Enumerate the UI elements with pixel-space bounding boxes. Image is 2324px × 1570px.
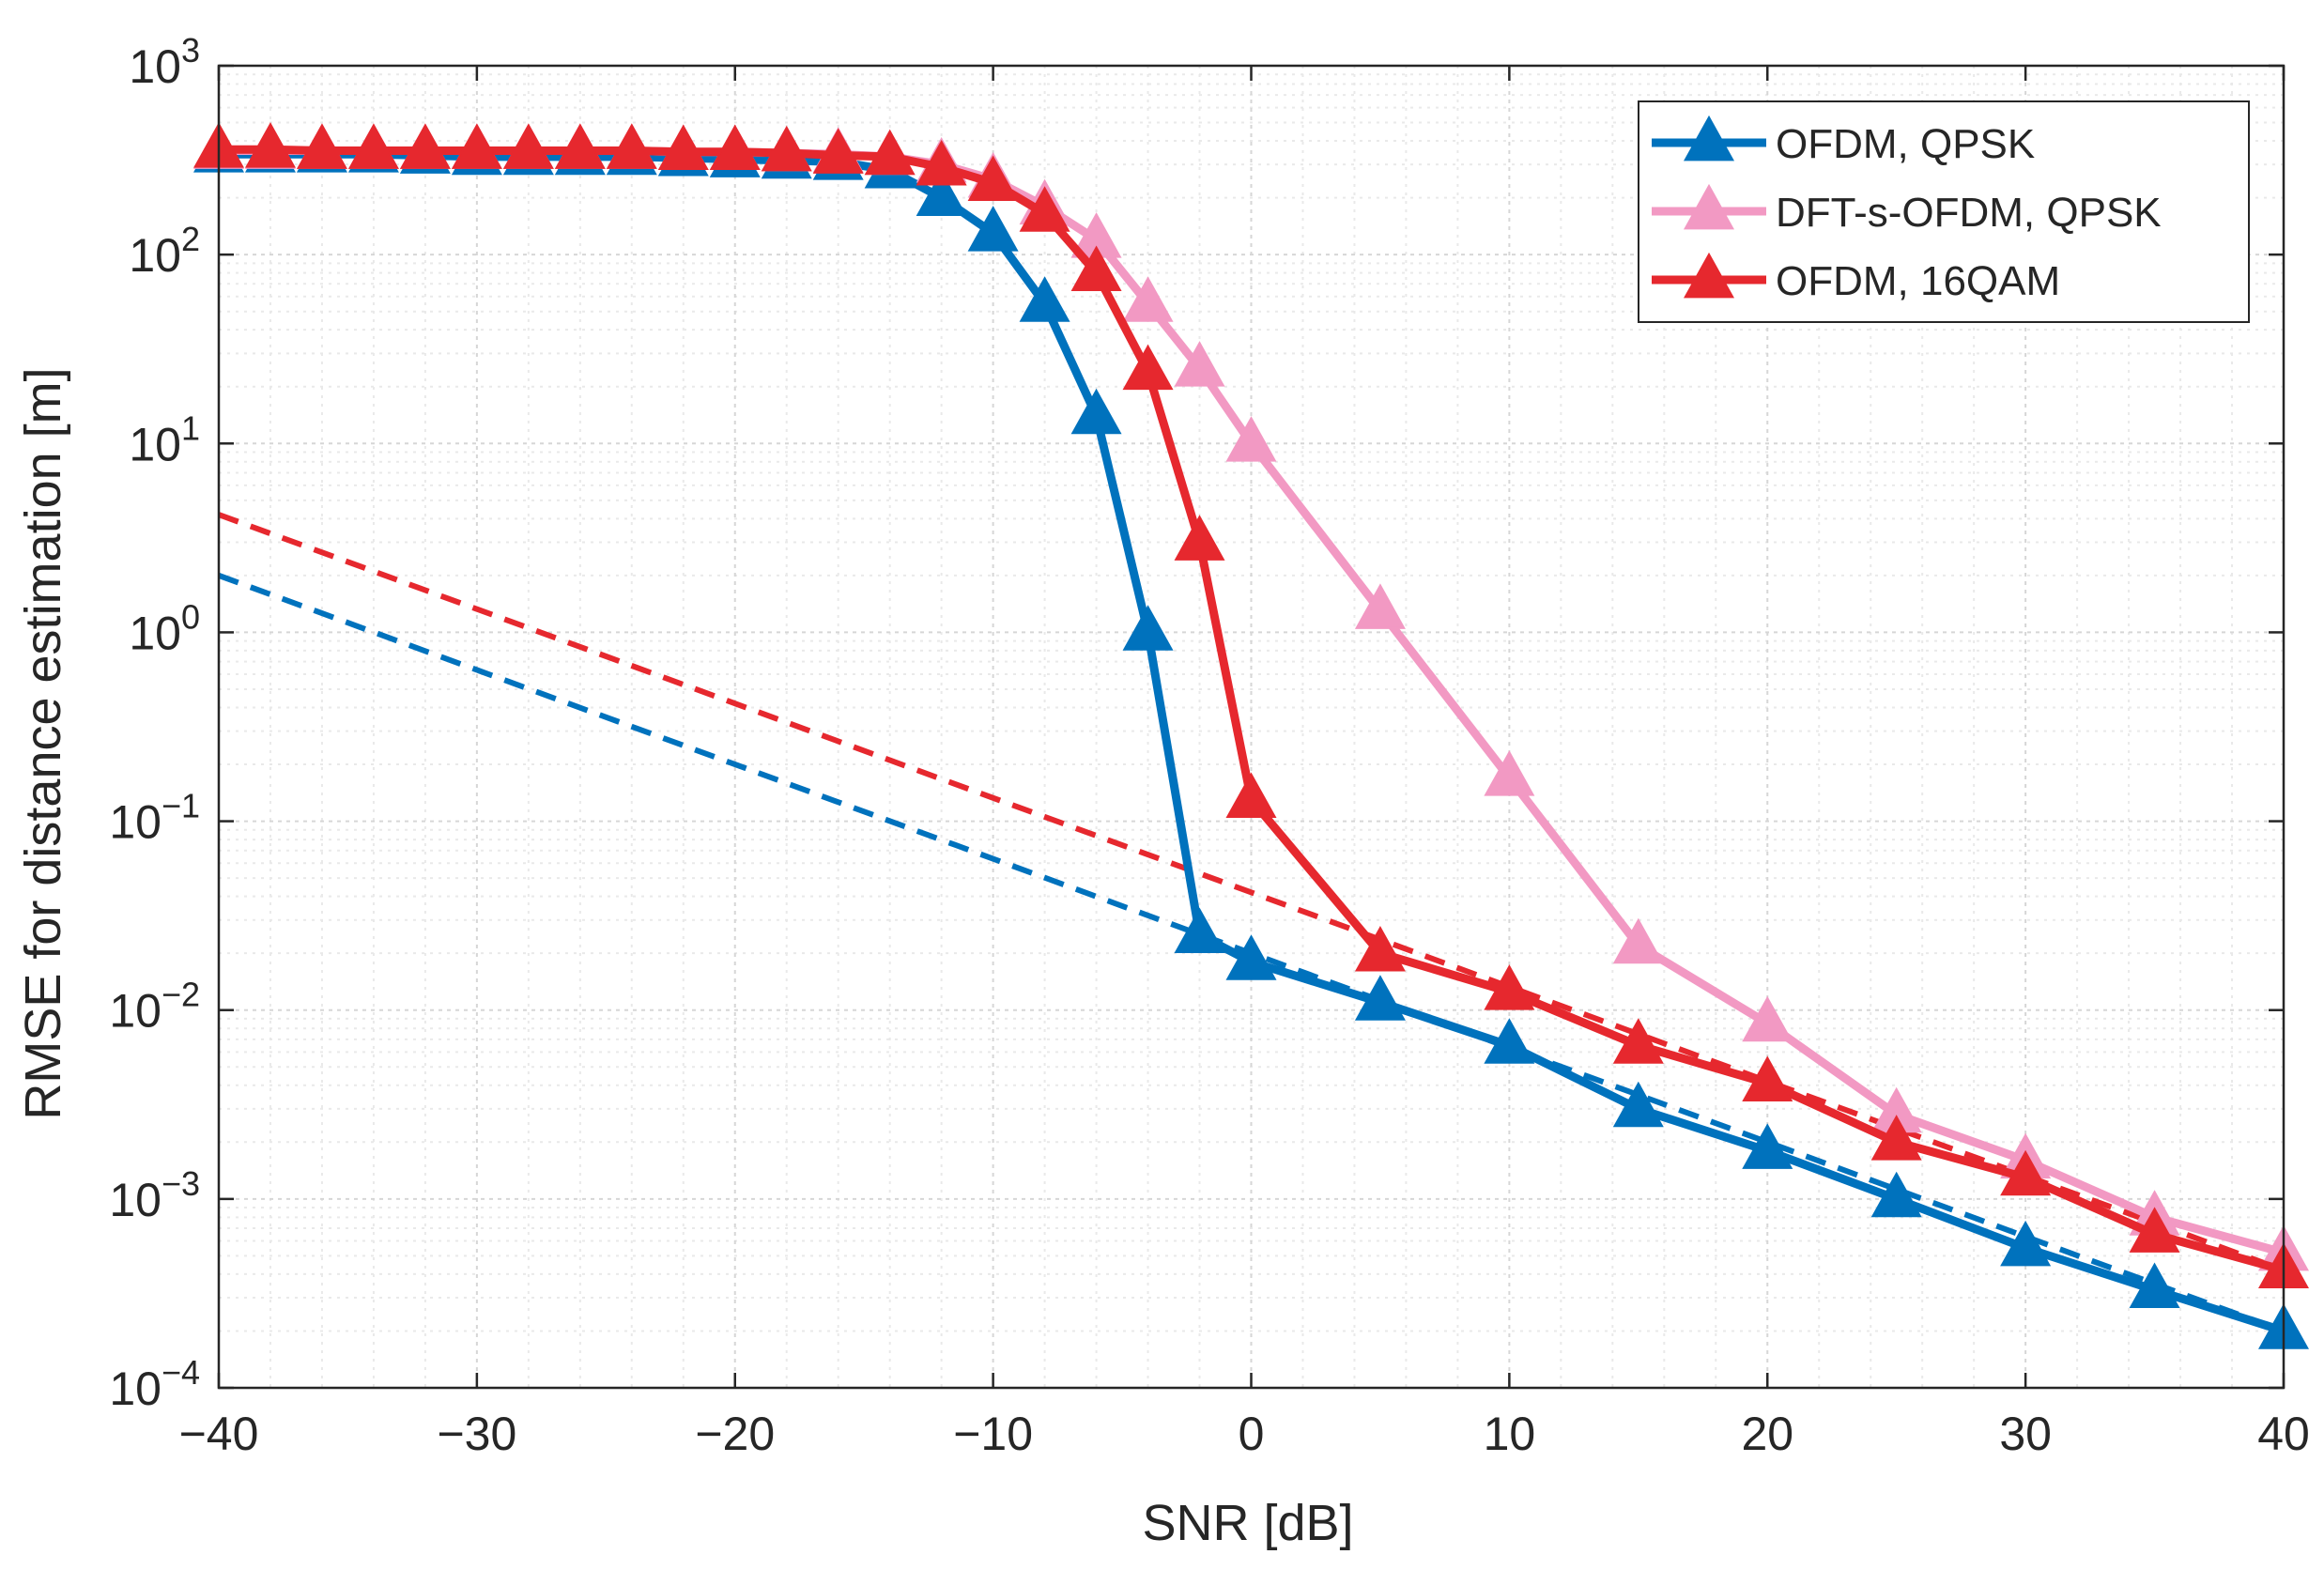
data-point-marker xyxy=(1122,344,1174,391)
data-point-marker xyxy=(1354,926,1406,972)
data-point-marker xyxy=(2129,1262,2180,1309)
x-axis-title: SNR [dB] xyxy=(1142,1495,1353,1551)
x-tick-label: 40 xyxy=(2257,1408,2310,1460)
data-point-marker xyxy=(1354,975,1406,1021)
data-point-marker xyxy=(1612,917,1664,964)
data-point-marker xyxy=(1019,186,1070,232)
data-point-marker xyxy=(1870,1115,1922,1161)
x-tick-label: 30 xyxy=(1999,1408,2052,1460)
data-point-marker xyxy=(967,206,1019,252)
data-point-marker xyxy=(1070,388,1122,435)
plot-series xyxy=(192,122,2310,1349)
data-point-marker xyxy=(451,123,502,169)
y-tick-label: 100 xyxy=(129,597,200,659)
data-point-marker xyxy=(554,123,606,169)
data-point-marker xyxy=(1484,964,1535,1010)
data-point-marker xyxy=(1174,341,1225,387)
legend-label: OFDM, QPSK xyxy=(1776,121,2035,167)
y-tick-label: 10−4 xyxy=(109,1353,200,1415)
data-point-marker xyxy=(1612,1081,1664,1128)
data-point-marker xyxy=(1019,276,1070,322)
data-point-marker xyxy=(1612,1018,1664,1064)
x-tick-label: 20 xyxy=(1741,1408,1793,1460)
data-point-marker xyxy=(2000,1220,2052,1267)
x-tick-label: −20 xyxy=(695,1408,775,1460)
data-point-marker xyxy=(2000,1149,2052,1196)
data-point-marker xyxy=(709,124,761,171)
data-point-marker xyxy=(606,123,657,169)
y-axis-title: RMSE for distance estimation [m] xyxy=(15,367,71,1119)
legend-marker xyxy=(1683,115,1735,162)
legend: OFDM, QPSK DFT-s-OFDM, QPSK OFDM, 16QAM xyxy=(1638,100,2250,323)
legend-marker xyxy=(1683,252,1735,299)
y-tick-label: 103 xyxy=(129,31,200,93)
data-point-marker xyxy=(864,129,916,176)
legend-label: DFT-s-OFDM, QPSK xyxy=(1776,190,2162,236)
axes xyxy=(217,64,2286,1390)
y-tick-label: 101 xyxy=(129,408,200,470)
data-point-marker xyxy=(1122,605,1174,651)
data-point-marker xyxy=(1225,934,1277,980)
legend-label: OFDM, 16QAM xyxy=(1776,258,2060,304)
data-point-marker xyxy=(1484,1018,1535,1064)
data-point-marker xyxy=(761,125,812,172)
data-point-marker xyxy=(812,128,864,174)
x-tick-label: −40 xyxy=(179,1408,259,1460)
y-tick-label: 102 xyxy=(129,220,200,282)
data-point-marker xyxy=(1870,1171,1922,1218)
series-line xyxy=(217,512,2286,1273)
data-point-marker xyxy=(1484,750,1535,796)
data-point-marker xyxy=(1122,276,1174,322)
data-point-marker xyxy=(967,155,1019,202)
x-tick-label: 10 xyxy=(1484,1408,1536,1460)
data-point-marker xyxy=(1070,245,1122,291)
y-tick-label: 10−3 xyxy=(109,1164,200,1226)
legend-entry: DFT-s-OFDM, QPSK xyxy=(1652,183,2162,236)
tick-labels: −40 −30 −20 −10 0 10 20 30 40 10−4 10−3 10−2 10−1 100… xyxy=(109,31,2309,1460)
data-point-marker xyxy=(1742,1123,1793,1169)
data-point-marker xyxy=(1225,772,1277,819)
data-point-marker xyxy=(1174,515,1225,561)
data-point-marker xyxy=(1742,995,1793,1042)
x-tick-label: −10 xyxy=(953,1408,1033,1460)
data-point-marker xyxy=(296,123,347,169)
data-point-marker xyxy=(1742,1055,1793,1101)
data-point-marker xyxy=(502,123,554,169)
legend-entry: OFDM, QPSK xyxy=(1652,115,2035,167)
series-ofdm-16qam xyxy=(192,122,2310,1288)
data-point-marker xyxy=(347,123,399,169)
series-reference-dashed-4 xyxy=(217,512,2286,1273)
y-tick-label: 10−1 xyxy=(109,787,200,849)
y-tick-label: 10−2 xyxy=(109,976,200,1038)
data-point-marker xyxy=(1174,907,1225,954)
x-tick-label: 0 xyxy=(1239,1408,1265,1460)
x-tick-label: −30 xyxy=(437,1408,516,1460)
data-point-marker xyxy=(657,124,709,171)
data-point-marker xyxy=(1225,416,1277,462)
data-point-marker xyxy=(916,139,967,186)
data-point-marker xyxy=(244,122,296,168)
legend-marker xyxy=(1683,183,1735,230)
data-point-marker xyxy=(1354,583,1406,629)
data-point-marker xyxy=(399,123,451,169)
legend-entry: OFDM, 16QAM xyxy=(1652,252,2060,304)
data-point-marker xyxy=(916,170,967,216)
data-point-marker xyxy=(2129,1207,2180,1253)
